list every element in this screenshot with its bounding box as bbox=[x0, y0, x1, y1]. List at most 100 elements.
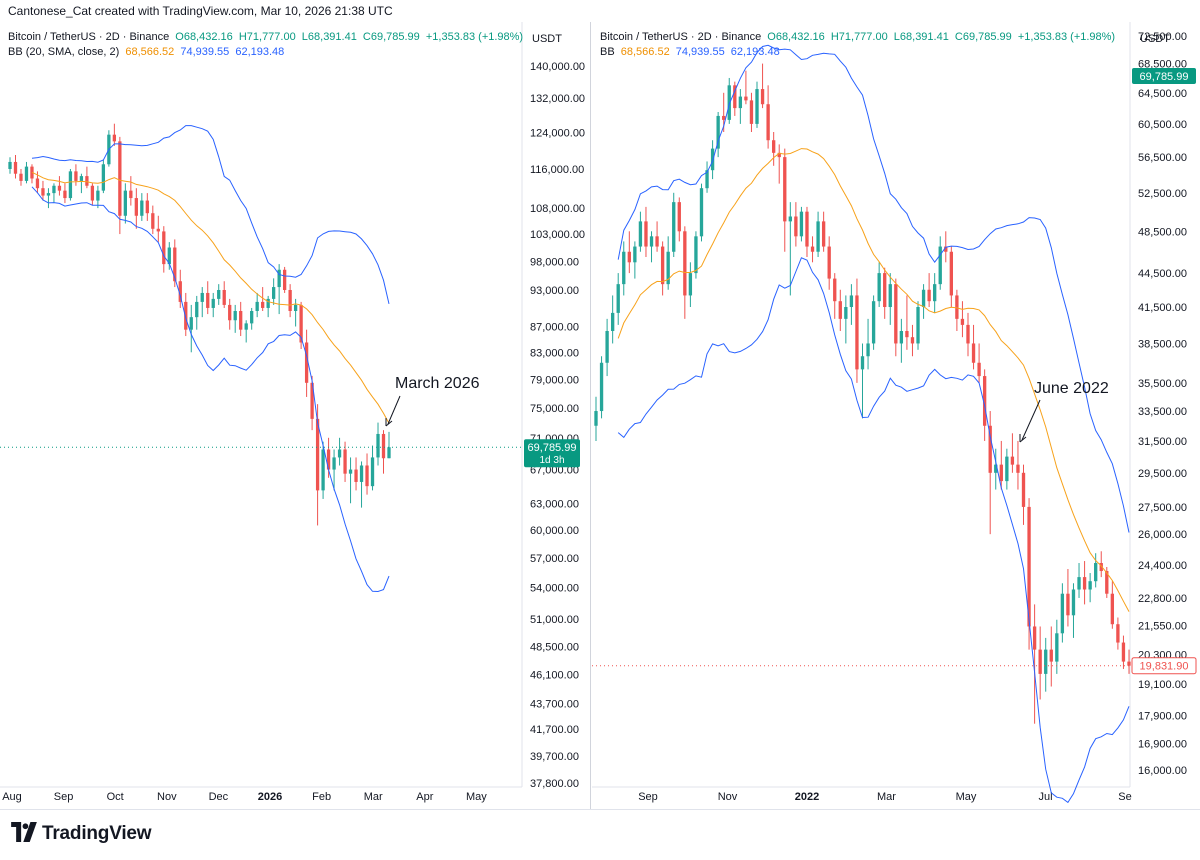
legend-close: C69,785.99 bbox=[954, 31, 1012, 43]
y-tick-label: 43,700.00 bbox=[530, 699, 579, 711]
candle bbox=[24, 166, 29, 181]
y-tick-label: 87,000.00 bbox=[530, 322, 579, 334]
annotation-arrow bbox=[387, 395, 401, 425]
candle bbox=[90, 185, 95, 201]
candle bbox=[112, 134, 117, 142]
candle bbox=[211, 298, 215, 308]
annotation-arrow bbox=[1021, 399, 1041, 441]
candle bbox=[871, 301, 876, 344]
candle bbox=[1010, 456, 1015, 465]
y-tick-label: 19,100.00 bbox=[1138, 679, 1187, 691]
y-tick-label: 52,500.00 bbox=[1138, 188, 1187, 200]
candle bbox=[1060, 593, 1065, 634]
y-tick-label: 93,000.00 bbox=[530, 285, 579, 297]
y-tick-label: 16,000.00 bbox=[1138, 765, 1187, 777]
candle bbox=[921, 289, 926, 308]
candle bbox=[927, 289, 931, 302]
tradingview-brand[interactable]: TradingView bbox=[42, 823, 152, 844]
candle bbox=[332, 457, 336, 470]
candle bbox=[849, 295, 854, 308]
candle bbox=[1099, 563, 1103, 572]
legend-close: C69,785.99 bbox=[362, 31, 420, 43]
legend-indicator[interactable]: BB bbox=[600, 46, 615, 58]
candle bbox=[594, 411, 598, 426]
legend-low: L68,391.41 bbox=[301, 31, 357, 43]
candle bbox=[41, 188, 45, 196]
y-tick-label: 98,000.00 bbox=[530, 256, 579, 268]
candle bbox=[744, 96, 748, 101]
y-tick-label: 33,500.00 bbox=[1138, 406, 1187, 418]
y-tick-label: 41,700.00 bbox=[530, 724, 579, 736]
tradingview-logo-icon[interactable] bbox=[10, 822, 38, 842]
last-price-label: 69,785.99 bbox=[528, 442, 577, 454]
candle bbox=[46, 193, 51, 196]
candle bbox=[1071, 589, 1076, 616]
candle bbox=[877, 273, 881, 302]
candle bbox=[916, 307, 920, 344]
candle bbox=[905, 331, 909, 338]
y-tick-label: 54,000.00 bbox=[530, 583, 579, 595]
candle bbox=[977, 362, 981, 377]
y-tick-label: 57,000.00 bbox=[530, 553, 579, 565]
y-tick-label: 21,550.00 bbox=[1138, 620, 1187, 632]
candle bbox=[228, 304, 232, 321]
candle bbox=[233, 311, 237, 321]
countdown-label: 1d 3h bbox=[539, 455, 564, 466]
candle bbox=[63, 190, 67, 199]
legend-bb-basis: 68,566.52 bbox=[620, 46, 670, 58]
x-tick-label: Feb bbox=[312, 791, 331, 803]
bb-lower-line bbox=[31, 186, 390, 593]
candle bbox=[1049, 649, 1053, 662]
legend-left: Bitcoin / TetherUS · 2D · Binance O68,43… bbox=[8, 30, 526, 60]
candle bbox=[348, 469, 353, 474]
price-axis bbox=[1130, 22, 1200, 809]
candle bbox=[949, 251, 953, 296]
candle bbox=[156, 228, 160, 232]
candle bbox=[79, 176, 84, 181]
candle bbox=[57, 185, 62, 191]
currency-label: USDT bbox=[1140, 33, 1170, 45]
x-tick-label: Oct bbox=[107, 791, 124, 803]
candle bbox=[788, 216, 792, 222]
candle bbox=[605, 331, 609, 363]
x-tick-label: 2022 bbox=[795, 791, 819, 803]
candle bbox=[716, 115, 720, 149]
candle bbox=[101, 164, 106, 191]
candle bbox=[145, 200, 149, 214]
y-tick-label: 108,000.00 bbox=[530, 203, 585, 215]
y-tick-label: 51,000.00 bbox=[530, 614, 579, 626]
candle bbox=[68, 171, 73, 199]
price-axis bbox=[522, 22, 590, 809]
chart-left[interactable]: USDT 140,000.00 132,000.00 124,000.00 116,00… bbox=[0, 22, 590, 809]
bb-upper-line bbox=[617, 44, 1130, 533]
candle bbox=[1110, 593, 1115, 625]
candle bbox=[282, 269, 287, 290]
y-tick-label: 38,500.00 bbox=[1138, 338, 1187, 350]
y-tick-label: 17,900.00 bbox=[1138, 710, 1187, 722]
candle bbox=[616, 284, 620, 313]
candle bbox=[85, 176, 89, 186]
y-tick-label: 60,500.00 bbox=[1138, 119, 1187, 131]
candle bbox=[955, 295, 959, 319]
candle bbox=[1055, 633, 1059, 662]
legend-symbol[interactable]: Bitcoin / TetherUS · 2D · Binance bbox=[8, 31, 170, 43]
candle bbox=[749, 100, 754, 124]
candle bbox=[1105, 571, 1109, 594]
candle bbox=[52, 185, 56, 194]
y-tick-label: 27,500.00 bbox=[1138, 502, 1187, 514]
legend-open: O68,432.16 bbox=[767, 31, 825, 43]
candle bbox=[123, 190, 127, 216]
footer-bar: TradingView bbox=[0, 809, 1200, 860]
candle bbox=[173, 247, 177, 282]
legend-indicator[interactable]: BB (20, SMA, close, 2) bbox=[8, 46, 120, 58]
bb-lower-line bbox=[617, 257, 1130, 804]
candle bbox=[96, 190, 100, 201]
candle bbox=[206, 292, 210, 308]
candle bbox=[816, 221, 820, 252]
x-tick-label: May bbox=[956, 791, 977, 803]
y-tick-label: 39,700.00 bbox=[530, 751, 579, 763]
legend-symbol[interactable]: Bitcoin / TetherUS · 2D · Binance bbox=[600, 31, 762, 43]
candle bbox=[938, 246, 942, 285]
legend-bb-lower: 62,193.48 bbox=[235, 46, 285, 58]
